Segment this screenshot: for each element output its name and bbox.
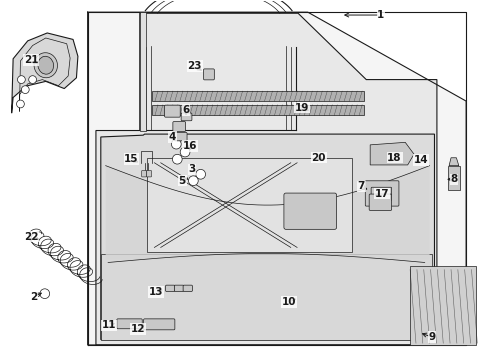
Circle shape bbox=[172, 154, 182, 164]
FancyBboxPatch shape bbox=[146, 171, 151, 177]
Polygon shape bbox=[147, 158, 351, 252]
Text: 16: 16 bbox=[183, 141, 197, 151]
FancyBboxPatch shape bbox=[164, 105, 180, 117]
Polygon shape bbox=[448, 158, 458, 166]
Text: 14: 14 bbox=[413, 155, 427, 165]
Circle shape bbox=[40, 289, 50, 298]
Text: 15: 15 bbox=[124, 154, 139, 164]
Text: 1: 1 bbox=[377, 10, 384, 20]
Circle shape bbox=[180, 147, 189, 157]
Circle shape bbox=[188, 176, 198, 186]
Polygon shape bbox=[409, 266, 475, 345]
Text: 11: 11 bbox=[102, 320, 116, 330]
Text: 6: 6 bbox=[182, 105, 189, 115]
Polygon shape bbox=[87, 12, 465, 345]
FancyBboxPatch shape bbox=[368, 194, 391, 210]
Circle shape bbox=[21, 86, 29, 94]
FancyBboxPatch shape bbox=[174, 132, 187, 141]
FancyBboxPatch shape bbox=[181, 113, 191, 121]
Text: 8: 8 bbox=[449, 174, 457, 184]
Text: 20: 20 bbox=[311, 153, 325, 163]
Text: 12: 12 bbox=[131, 324, 145, 334]
Polygon shape bbox=[152, 91, 363, 101]
Text: 4: 4 bbox=[168, 132, 176, 142]
FancyBboxPatch shape bbox=[174, 285, 183, 292]
FancyBboxPatch shape bbox=[370, 187, 391, 201]
Text: 22: 22 bbox=[24, 232, 39, 242]
Text: 23: 23 bbox=[187, 61, 202, 71]
Text: 5: 5 bbox=[178, 176, 185, 186]
FancyBboxPatch shape bbox=[143, 319, 175, 330]
FancyBboxPatch shape bbox=[165, 285, 175, 292]
FancyBboxPatch shape bbox=[284, 193, 336, 229]
Circle shape bbox=[18, 76, 25, 84]
Text: 2: 2 bbox=[30, 292, 38, 302]
FancyBboxPatch shape bbox=[183, 285, 192, 292]
Ellipse shape bbox=[38, 56, 54, 74]
Text: 10: 10 bbox=[282, 297, 296, 307]
Polygon shape bbox=[140, 12, 146, 131]
Text: 21: 21 bbox=[24, 55, 39, 65]
Text: 3: 3 bbox=[188, 164, 195, 174]
Polygon shape bbox=[369, 142, 413, 165]
FancyBboxPatch shape bbox=[203, 69, 214, 80]
Polygon shape bbox=[96, 13, 436, 345]
Text: 13: 13 bbox=[148, 287, 163, 297]
Text: 9: 9 bbox=[427, 332, 435, 342]
Circle shape bbox=[195, 170, 205, 179]
Polygon shape bbox=[101, 134, 433, 339]
FancyBboxPatch shape bbox=[173, 122, 185, 131]
Circle shape bbox=[17, 100, 24, 108]
Polygon shape bbox=[12, 33, 78, 113]
Circle shape bbox=[171, 139, 181, 149]
Ellipse shape bbox=[34, 53, 58, 78]
Text: 18: 18 bbox=[386, 153, 401, 163]
FancyBboxPatch shape bbox=[365, 181, 398, 206]
Circle shape bbox=[29, 76, 37, 84]
Text: 19: 19 bbox=[294, 103, 308, 113]
Polygon shape bbox=[152, 105, 363, 116]
FancyBboxPatch shape bbox=[142, 171, 146, 177]
Polygon shape bbox=[447, 166, 459, 190]
Text: 17: 17 bbox=[374, 189, 388, 199]
Polygon shape bbox=[101, 253, 431, 339]
FancyBboxPatch shape bbox=[117, 319, 142, 329]
Text: 7: 7 bbox=[357, 181, 365, 192]
